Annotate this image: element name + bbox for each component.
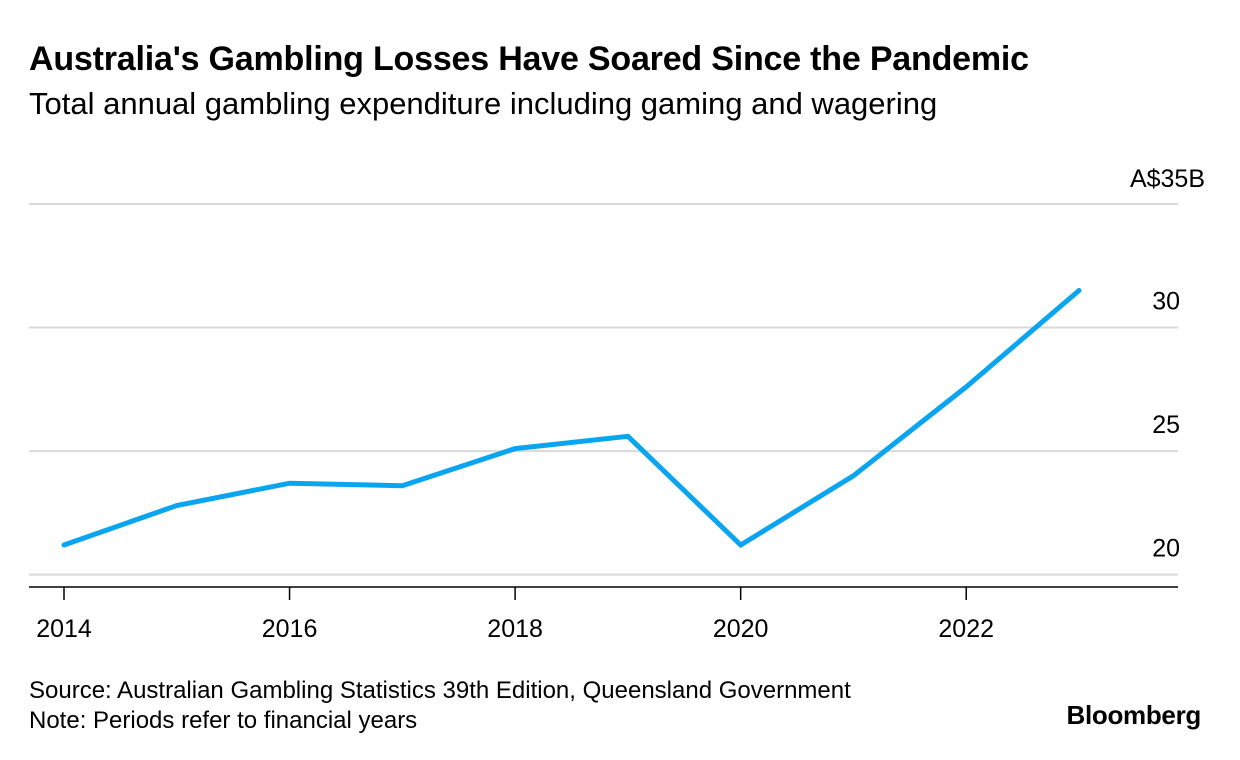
bloomberg-logo: Bloomberg (1066, 700, 1201, 730)
x-tick-label-2016: 2016 (262, 615, 318, 643)
chart-footer: Source: Australian Gambling Statistics 3… (29, 676, 851, 736)
chart-subtitle: Total annual gambling expenditure includ… (29, 86, 938, 121)
y-tick-label-30: 30 (1152, 288, 1180, 316)
x-tick-label-2014: 2014 (36, 615, 92, 643)
y-tick-label-25: 25 (1152, 411, 1180, 439)
x-tick-label-2022: 2022 (938, 615, 994, 643)
chart-title: Australia's Gambling Losses Have Soared … (29, 40, 1029, 78)
y-tick-label-20: 20 (1152, 535, 1180, 563)
source-note: Source: Australian Gambling Statistics 3… (29, 677, 851, 704)
periods-note: Note: Periods refer to financial years (29, 707, 418, 734)
x-tick-label-2018: 2018 (487, 615, 543, 643)
series-line-0 (61, 288, 1082, 549)
x-tick-label-2020: 2020 (713, 615, 769, 643)
y-tick-label-35: A$35B (1130, 165, 1205, 193)
